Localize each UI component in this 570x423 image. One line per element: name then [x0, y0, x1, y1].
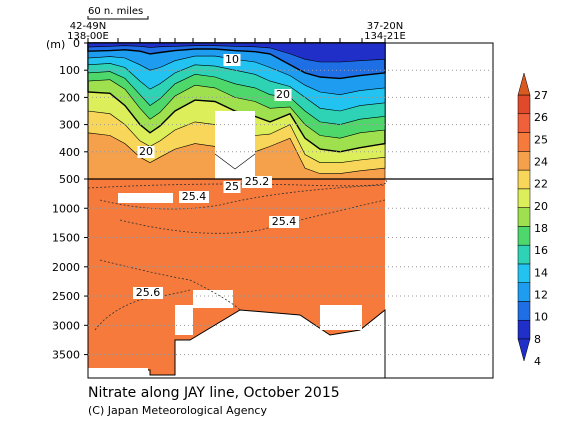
contour-label-bg [223, 181, 241, 193]
contour-label: 25.4 [272, 215, 297, 228]
contour-label: 25 [225, 180, 239, 193]
missing-data-lower-3 [320, 305, 362, 330]
contour-label: 25.4 [182, 190, 207, 203]
depth-tick-upper: 200 [59, 91, 80, 104]
depth-tick-lower: 3000 [52, 319, 80, 332]
scale-bar [87, 16, 149, 20]
seafloor [87, 308, 386, 379]
colorbar-segment [517, 132, 531, 152]
colorbar-level: 26 [534, 111, 548, 124]
missing-data-upper [215, 111, 255, 179]
contour-label-bg [242, 176, 272, 188]
colorbar-segment [517, 207, 531, 227]
colorbar-level: 24 [534, 156, 548, 169]
depth-tick-upper: 400 [59, 146, 80, 159]
contour-label: 20 [139, 145, 153, 158]
contour-label-bg [269, 216, 299, 228]
chart-credit: (C) Japan Meteorological Agency [88, 404, 267, 417]
contour-label: 25.6 [136, 286, 161, 299]
colorbar-level: 20 [534, 200, 548, 213]
depth-tick-upper: 0 [73, 37, 80, 50]
left-longitude: 138-00E [67, 31, 109, 42]
contour-label-bg [179, 191, 209, 203]
contour-label-bg [223, 54, 241, 66]
right-latitude: 37-20N [367, 21, 404, 32]
axes: 0 100 200 300 400 500 1000 1500 2000 2500 3000 3500… [46, 37, 494, 379]
depth-tick-lower: 2500 [52, 290, 80, 303]
colorbar-top-arrow [517, 72, 531, 96]
depth-tick-lower: 1000 [52, 202, 80, 215]
colorbar-segment [517, 301, 531, 321]
colorbar-segment [517, 226, 531, 246]
contour-label: 25.2 [245, 175, 270, 188]
colorbar-level: 27 [534, 89, 548, 102]
depth-tick-upper: 500 [59, 173, 80, 186]
colorbar-level: 8 [534, 333, 541, 346]
contour-under-gap [214, 153, 256, 170]
chart-title: Nitrate along JAY line, October 2015 [88, 385, 340, 401]
colorbar-segment [517, 113, 531, 133]
dotted-contour-0 [87, 179, 388, 189]
depth-tick-lower: 2000 [52, 261, 80, 274]
depth-tick-upper: 300 [59, 119, 80, 132]
depth-tick-lower: 1500 [52, 232, 80, 245]
colorbar-segment [517, 282, 531, 302]
colorbar-segment [517, 151, 531, 171]
missing-data-lower-2 [193, 290, 233, 308]
colorbar-level: 4 [534, 355, 541, 368]
contour-label: 10 [225, 53, 239, 66]
colorbar: 4 8 10 12 14 16 18 20 22 24 25 26 27 [517, 72, 548, 368]
contour-label-bg [137, 146, 155, 158]
colorbar-level: 12 [534, 289, 548, 302]
colorbar-segment [517, 319, 531, 340]
colorbar-level: 16 [534, 244, 548, 257]
missing-data-lower-0 [118, 193, 173, 203]
y-unit-label: (m) [46, 38, 65, 51]
colorbar-level: 10 [534, 311, 548, 324]
contour-label-bg [274, 89, 292, 101]
missing-data-lower-1 [175, 305, 193, 335]
missing-data-lower-4 [88, 368, 148, 374]
contour-label-bg [133, 287, 163, 299]
dotted-contour-3 [99, 259, 241, 311]
colorbar-segment [517, 263, 531, 283]
dotted-contour-1 [99, 184, 386, 210]
colorbar-segment [517, 169, 531, 190]
depth-tick-lower: 3500 [52, 349, 80, 362]
colorbar-segment [517, 244, 531, 265]
colorbar-level: 22 [534, 178, 548, 191]
left-latitude: 42-49N [70, 21, 107, 32]
dotted-contour-4 [94, 289, 191, 331]
nitrate-band-0 [87, 42, 386, 63]
right-longitude: 134-21E [364, 31, 406, 42]
dotted-contour-2 [119, 199, 386, 234]
depth-tick-upper: 100 [59, 64, 80, 77]
lower-panel [87, 179, 388, 379]
colorbar-level: 18 [534, 222, 548, 235]
colorbar-level: 14 [534, 266, 548, 279]
contour-label: 20 [276, 88, 290, 101]
scale-bar-label: 60 n. miles [88, 6, 143, 17]
colorbar-level: 25 [534, 133, 548, 146]
colorbar-segment [517, 94, 531, 115]
colorbar-bottom-arrow [517, 338, 531, 362]
colorbar-segment [517, 188, 531, 208]
